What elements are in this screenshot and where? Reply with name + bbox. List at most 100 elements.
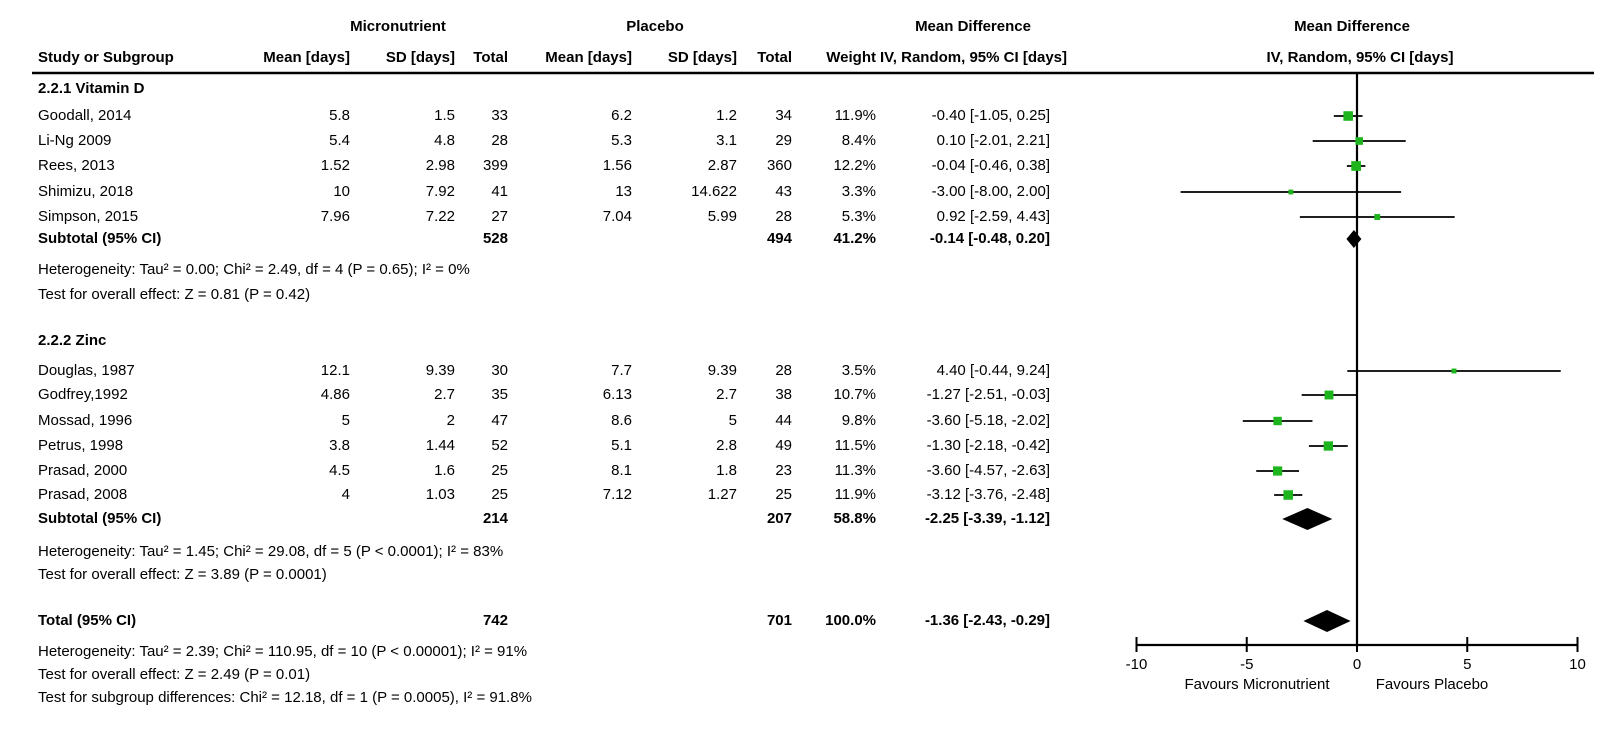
ci-value: -3.60 [-4.57, -2.63]	[926, 462, 1050, 479]
ci-value: -3.00 [-8.00, 2.00]	[931, 183, 1050, 200]
heterogeneity-text: Heterogeneity: Tau² = 1.45; Chi² = 29.08…	[38, 543, 504, 560]
total2-value: 43	[775, 183, 792, 200]
study-name: Godfrey,1992	[38, 386, 128, 403]
overall-effect-note: Test for overall effect: Z = 2.49 (P = 0…	[0, 665, 1600, 685]
total1-value: 25	[491, 486, 508, 503]
mean1-value: 4.5	[329, 462, 350, 479]
study-row: Shimizu, 2018 10 7.92 41 13 14.622 43 3.…	[0, 182, 1600, 202]
total2-value: 28	[775, 362, 792, 379]
overall-effect-text: Test for overall effect: Z = 2.49 (P = 0…	[38, 666, 311, 683]
subtotal-total2: 207	[766, 510, 792, 527]
sd2-value: 2.7	[716, 386, 737, 403]
total1-value: 399	[482, 157, 508, 174]
group-header-mean-difference-plot: Mean Difference	[1294, 18, 1410, 35]
total2-value: 360	[766, 157, 792, 174]
weight-value: 11.5%	[834, 437, 876, 454]
subtotal-weight: 41.2%	[833, 230, 876, 247]
total1-value: 25	[491, 462, 508, 479]
sd2-value: 1.8	[716, 462, 737, 479]
total1-value: 27	[491, 208, 508, 225]
sd1-value: 7.92	[425, 183, 455, 200]
ci-value: -1.27 [-2.51, -0.03]	[926, 386, 1050, 403]
mean1-value: 4.86	[320, 386, 350, 403]
total2-value: 34	[775, 107, 792, 124]
sd2-value: 1.2	[716, 107, 737, 124]
study-name: Mossad, 1996	[38, 412, 133, 429]
mean2-value: 8.6	[611, 412, 632, 429]
weight-value: 8.4%	[841, 132, 876, 149]
sd1-value: 2.98	[425, 157, 455, 174]
total-ci: -1.36 [-2.43, -0.29]	[924, 612, 1050, 629]
study-name: Li-Ng 2009	[38, 132, 112, 149]
total1-value: 52	[491, 437, 508, 454]
heterogeneity-text: Heterogeneity: Tau² = 0.00; Chi² = 2.49,…	[38, 261, 470, 278]
sd2-value: 9.39	[707, 362, 737, 379]
total2-value: 28	[775, 208, 792, 225]
mean1-value: 1.52	[320, 157, 350, 174]
study-row: Prasad, 2008 4 1.03 25 7.12 1.27 25 11.9…	[0, 485, 1600, 505]
weight-value: 5.3%	[841, 208, 876, 225]
col-header-weight: Weight	[826, 49, 876, 66]
study-row: Mossad, 1996 5 2 47 8.6 5 44 9.8% -3.60 …	[0, 411, 1600, 431]
ci-value: 4.40 [-0.44, 9.24]	[936, 362, 1050, 379]
total2-value: 49	[775, 437, 792, 454]
sd1-value: 1.44	[425, 437, 455, 454]
study-row: Li-Ng 2009 5.4 4.8 28 5.3 3.1 29 8.4% 0.…	[0, 131, 1600, 151]
weight-value: 12.2%	[833, 157, 876, 174]
overall-effect-note: Test for overall effect: Z = 3.89 (P = 0…	[0, 565, 1600, 585]
heterogeneity-note: Heterogeneity: Tau² = 0.00; Chi² = 2.49,…	[0, 260, 1600, 280]
ci-value: -3.60 [-5.18, -2.02]	[926, 412, 1050, 429]
col-header-study: Study or Subgroup	[38, 49, 174, 66]
col-header-ci: IV, Random, 95% CI [days]	[880, 49, 1068, 66]
sd1-value: 1.6	[434, 462, 455, 479]
group-header-row: Micronutrient Placebo Mean Difference Me…	[0, 17, 1600, 37]
section-header-zinc: 2.2.2 Zinc	[0, 331, 1600, 351]
mean1-value: 5.8	[329, 107, 350, 124]
group-header-micronutrient: Micronutrient	[350, 18, 446, 35]
heterogeneity-note: Heterogeneity: Tau² = 2.39; Chi² = 110.9…	[0, 642, 1600, 662]
sd2-value: 3.1	[716, 132, 737, 149]
overall-effect-note: Test for overall effect: Z = 0.81 (P = 0…	[0, 285, 1600, 305]
total-total1: 742	[482, 612, 508, 629]
mean2-value: 8.1	[611, 462, 632, 479]
mean2-value: 7.04	[602, 208, 632, 225]
weight-value: 3.3%	[841, 183, 876, 200]
mean1-value: 5.4	[329, 132, 350, 149]
heterogeneity-text: Heterogeneity: Tau² = 2.39; Chi² = 110.9…	[38, 643, 528, 660]
group-header-mean-difference-text: Mean Difference	[915, 18, 1031, 35]
weight-value: 11.9%	[834, 107, 876, 124]
total-label: Total (95% CI)	[38, 612, 137, 629]
ci-value: 0.10 [-2.01, 2.21]	[936, 132, 1050, 149]
sd1-value: 2.7	[434, 386, 455, 403]
total1-value: 35	[491, 386, 508, 403]
col-header-total1: Total	[473, 49, 508, 66]
sd1-value: 1.03	[425, 486, 455, 503]
mean1-value: 5	[341, 412, 350, 429]
study-name: Douglas, 1987	[38, 362, 135, 379]
mean2-value: 1.56	[602, 157, 632, 174]
overall-effect-text: Test for overall effect: Z = 0.81 (P = 0…	[38, 286, 311, 303]
sd2-value: 2.8	[716, 437, 737, 454]
weight-value: 10.7%	[833, 386, 876, 403]
col-header-sd2: SD [days]	[667, 49, 737, 66]
mean2-value: 13	[615, 183, 632, 200]
study-row: Petrus, 1998 3.8 1.44 52 5.1 2.8 49 11.5…	[0, 436, 1600, 456]
total-row: Total (95% CI) 742 701 100.0% -1.36 [-2.…	[0, 611, 1600, 631]
sd1-value: 1.5	[434, 107, 455, 124]
mean1-value: 3.8	[329, 437, 350, 454]
subtotal-ci: -0.14 [-0.48, 0.20]	[929, 230, 1050, 247]
sd2-value: 5.99	[707, 208, 737, 225]
total-weight: 100.0%	[825, 612, 876, 629]
heterogeneity-note: Heterogeneity: Tau² = 1.45; Chi² = 29.08…	[0, 542, 1600, 562]
weight-value: 11.3%	[834, 462, 876, 479]
sd2-value: 2.87	[707, 157, 737, 174]
total-total2: 701	[766, 612, 792, 629]
total1-value: 33	[491, 107, 508, 124]
ci-value: -0.40 [-1.05, 0.25]	[931, 107, 1050, 124]
sd1-value: 7.22	[425, 208, 455, 225]
study-row: Prasad, 2000 4.5 1.6 25 8.1 1.8 23 11.3%…	[0, 461, 1600, 481]
mean1-value: 7.96	[320, 208, 350, 225]
subtotal-total2: 494	[766, 230, 792, 247]
total2-value: 44	[775, 412, 792, 429]
